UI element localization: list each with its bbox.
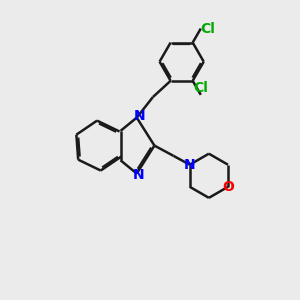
Text: N: N [184,158,196,172]
Text: Cl: Cl [194,81,208,95]
Text: N: N [133,109,145,123]
Text: Cl: Cl [200,22,215,35]
Text: O: O [222,180,234,194]
Text: N: N [132,168,144,182]
